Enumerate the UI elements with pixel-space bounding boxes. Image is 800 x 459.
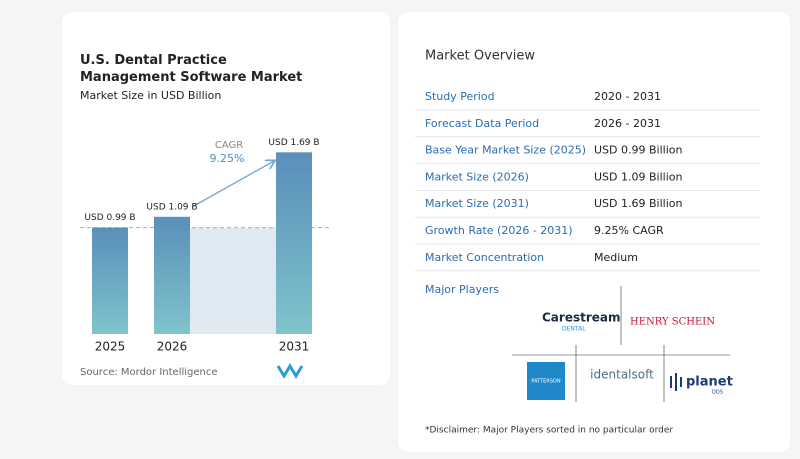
player: DENTAL [562,326,586,333]
bar [92,227,128,334]
cagr-label: CAGR [215,140,243,151]
row-label: Market Size (2026) [425,170,529,183]
value-label: USD 1.09 B [146,202,197,212]
x-tick-label: 2025 [95,340,126,354]
chart-title: U.S. Dental Practice Management Software… [80,53,303,85]
logo-bar [675,373,677,391]
row-value: USD 0.99 Billion [594,144,682,157]
player: Carestream [542,311,621,325]
row-label: Market Size (2031) [425,197,529,210]
row-value: 9.25% CAGR [594,224,664,237]
value-label: USD 0.99 B [84,213,135,223]
player: identalsoft [590,368,654,382]
overview-card [398,12,790,452]
x-tick-label: 2031 [279,340,310,354]
row-label: Base Year Market Size (2025) [425,144,586,157]
value-label: USD 1.69 B [268,138,319,148]
row-value: USD 1.09 Billion [594,170,682,183]
brand-logo [276,363,304,379]
row-value: USD 1.69 Billion [594,197,682,210]
row-label: Growth Rate (2026 - 2031) [425,224,573,237]
bar [276,152,312,334]
players-title: Major Players [425,283,499,296]
disclaimer: *Disclaimer: Major Players sorted in no … [425,426,673,436]
row-value: Medium [594,251,638,264]
overview-title: Market Overview [425,49,535,64]
cagr-value: 9.25% [210,152,245,165]
player: HENRY SCHEIN [630,317,715,328]
player: DDS [712,390,723,396]
row-value: 2020 - 2031 [594,90,661,103]
row-label: Forecast Data Period [425,117,539,130]
logo-box [527,362,565,400]
chart-subtitle: Market Size in USD Billion [80,89,222,102]
bar [154,216,190,334]
cagr-arrow [191,161,274,208]
row-label: Market Concentration [425,251,544,264]
x-tick-label: 2026 [157,340,188,354]
row-label: Study Period [425,90,495,103]
row-value: 2026 - 2031 [594,117,661,130]
player: PATTERSON [531,379,560,385]
player: planet [686,375,733,390]
source: Source: Mordor Intelligence [80,367,218,378]
shaded-area [190,227,276,334]
logo-bar [680,377,682,387]
logo-bar [670,376,672,388]
